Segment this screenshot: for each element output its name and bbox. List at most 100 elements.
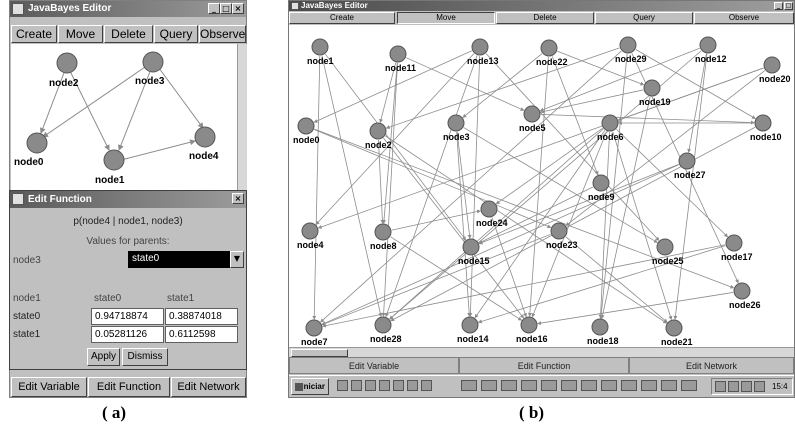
- observe-button[interactable]: Observe: [694, 12, 794, 24]
- graph-node[interactable]: [462, 238, 480, 256]
- dismiss-button[interactable]: Dismiss: [122, 348, 168, 366]
- graph-node[interactable]: [665, 319, 683, 337]
- graph-node[interactable]: [26, 132, 48, 154]
- graph-node[interactable]: [311, 38, 329, 56]
- graph-node[interactable]: [305, 319, 323, 337]
- edit-variable-button[interactable]: Edit Variable: [11, 377, 87, 397]
- quick-launch-icon[interactable]: [337, 380, 348, 391]
- graph-node[interactable]: [374, 316, 392, 334]
- taskbar-app-icon[interactable]: [621, 380, 637, 391]
- graph-node[interactable]: [301, 222, 319, 240]
- taskbar-app-icon[interactable]: [581, 380, 597, 391]
- graph-edge: [478, 163, 679, 245]
- minimize-icon[interactable]: _: [208, 3, 220, 14]
- probability-cell[interactable]: 0.38874018: [165, 308, 238, 325]
- graph-node[interactable]: [678, 152, 696, 170]
- delete-button[interactable]: Delete: [496, 12, 594, 24]
- taskbar-app-icon[interactable]: [541, 380, 557, 391]
- maximize-icon[interactable]: □: [784, 2, 793, 10]
- taskbar-app-icon[interactable]: [641, 380, 657, 391]
- graph-node[interactable]: [369, 122, 387, 140]
- graph-node[interactable]: [471, 38, 489, 56]
- graph-svg-a: node2 node3 node0 node1 node4: [14, 51, 219, 186]
- horizontal-scrollbar-b[interactable]: [289, 347, 794, 357]
- tray-icon[interactable]: [754, 381, 765, 392]
- graph-node[interactable]: [643, 79, 661, 97]
- create-button[interactable]: Create: [11, 25, 57, 43]
- graph-node[interactable]: [763, 56, 781, 74]
- dropdown-arrow-icon[interactable]: ▼: [230, 251, 244, 268]
- delete-button[interactable]: Delete: [104, 25, 153, 43]
- graph-node[interactable]: [733, 282, 751, 300]
- taskbar-app-icon[interactable]: [521, 380, 537, 391]
- edit-function-button[interactable]: Edit Function: [459, 357, 629, 374]
- graph-edge: [312, 55, 321, 320]
- taskbar-app-icon[interactable]: [681, 380, 697, 391]
- graph-node[interactable]: [56, 52, 78, 74]
- graph-node[interactable]: [591, 318, 609, 336]
- graph-node[interactable]: [142, 51, 164, 73]
- graph-node[interactable]: [103, 149, 125, 171]
- quick-launch-icon[interactable]: [351, 380, 362, 391]
- graph-node[interactable]: [754, 114, 772, 132]
- tray-icon[interactable]: [715, 381, 726, 392]
- edit-function-button[interactable]: Edit Function: [88, 377, 170, 397]
- graph-edge: [468, 55, 481, 317]
- taskbar-app-icon[interactable]: [561, 380, 577, 391]
- taskbar-app-icon[interactable]: [461, 380, 477, 391]
- observe-button[interactable]: Observe: [199, 25, 246, 43]
- graph-node[interactable]: [297, 117, 315, 135]
- probability-cell[interactable]: 0.94718874: [91, 308, 164, 325]
- graph-node[interactable]: [389, 45, 407, 63]
- tray-icon[interactable]: [728, 381, 739, 392]
- graph-node[interactable]: [480, 200, 498, 218]
- taskbar-app-icon[interactable]: [601, 380, 617, 391]
- node-label: node28: [370, 334, 402, 344]
- graph-node[interactable]: [540, 39, 558, 57]
- apply-button[interactable]: Apply: [87, 348, 120, 366]
- graph-node[interactable]: [656, 238, 674, 256]
- start-button[interactable]: Iniciar: [291, 378, 329, 395]
- vertical-scrollbar-a[interactable]: [237, 44, 247, 194]
- query-button[interactable]: Query: [154, 25, 198, 43]
- graph-node[interactable]: [550, 222, 568, 240]
- edit-network-button[interactable]: Edit Network: [171, 377, 246, 397]
- edit-variable-button[interactable]: Edit Variable: [289, 357, 459, 374]
- graph-node[interactable]: [374, 223, 392, 241]
- graph-node[interactable]: [194, 126, 216, 148]
- taskbar-app-icon[interactable]: [481, 380, 497, 391]
- graph-node[interactable]: [447, 114, 465, 132]
- graph-canvas-b[interactable]: node1 node11 node13 node22 node29 node12 node2…: [289, 25, 794, 347]
- graph-node[interactable]: [699, 36, 717, 54]
- graph-node[interactable]: [520, 316, 538, 334]
- graph-node[interactable]: [619, 36, 637, 54]
- close-icon[interactable]: ×: [232, 193, 244, 204]
- graph-node[interactable]: [601, 114, 619, 132]
- query-button[interactable]: Query: [595, 12, 693, 24]
- move-button[interactable]: Move: [397, 12, 495, 24]
- quick-launch-icon[interactable]: [365, 380, 376, 391]
- probability-cell[interactable]: 0.05281126: [91, 326, 164, 343]
- graph-canvas-a[interactable]: node2 node3 node0 node1 node4: [11, 44, 237, 194]
- close-icon[interactable]: ×: [232, 3, 244, 14]
- parent-value-select[interactable]: state0: [128, 251, 230, 268]
- tray-icon[interactable]: [741, 381, 752, 392]
- taskbar-app-icon[interactable]: [661, 380, 677, 391]
- graph-node[interactable]: [461, 316, 479, 334]
- quick-launch-icon[interactable]: [407, 380, 418, 391]
- quick-launch-icon[interactable]: [379, 380, 390, 391]
- quick-launch-icon[interactable]: [421, 380, 432, 391]
- probability-cell[interactable]: 0.6112598: [165, 326, 238, 343]
- quick-launch-icon[interactable]: [393, 380, 404, 391]
- scroll-thumb[interactable]: [291, 349, 348, 357]
- edit-network-button[interactable]: Edit Network: [629, 357, 794, 374]
- graph-node[interactable]: [725, 234, 743, 252]
- graph-node[interactable]: [523, 105, 541, 123]
- maximize-icon[interactable]: □: [220, 3, 232, 14]
- move-button[interactable]: Move: [58, 25, 103, 43]
- taskbar-app-icon[interactable]: [501, 380, 517, 391]
- node-label: node29: [615, 54, 647, 64]
- minimize-icon[interactable]: _: [774, 2, 783, 10]
- create-button[interactable]: Create: [289, 12, 395, 24]
- graph-node[interactable]: [592, 174, 610, 192]
